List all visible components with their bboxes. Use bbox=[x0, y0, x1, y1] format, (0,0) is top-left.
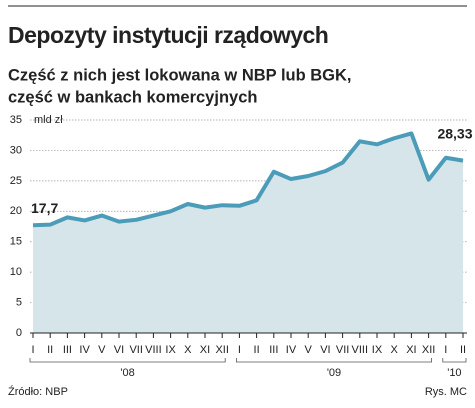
x-tick-label: VI bbox=[114, 344, 124, 356]
y-tick-label: 0 bbox=[16, 327, 22, 339]
x-tick-label: I bbox=[238, 344, 241, 356]
x-tick-label: X bbox=[184, 344, 192, 356]
x-tick-label: IV bbox=[286, 344, 297, 356]
y-tick-label: 15 bbox=[10, 236, 22, 248]
y-tick-label: 25 bbox=[10, 175, 22, 187]
subtitle: część w bankach komercyjnych bbox=[8, 88, 257, 106]
x-tick-label: VII bbox=[336, 344, 349, 356]
year-label: '09 bbox=[327, 367, 341, 379]
year-label: '10 bbox=[447, 367, 461, 379]
x-tick-label: III bbox=[269, 344, 278, 356]
x-tick-label: XI bbox=[200, 344, 210, 356]
x-tick-label: X bbox=[391, 344, 399, 356]
x-tick-label: VI bbox=[320, 344, 330, 356]
value-label: 17,7 bbox=[31, 200, 58, 216]
source: Źródło: NBP bbox=[8, 385, 68, 398]
x-tick-label: II bbox=[47, 344, 53, 356]
value-label: 28,33 bbox=[437, 125, 472, 141]
x-tick-label: VII bbox=[129, 344, 142, 356]
x-tick-label: IV bbox=[79, 344, 90, 356]
y-tick-label: 20 bbox=[10, 205, 22, 217]
x-tick-label: VIII bbox=[145, 344, 162, 356]
year-bracket bbox=[442, 358, 467, 363]
subtitle: Część z nich jest lokowana w NBP lub BGK… bbox=[8, 66, 352, 84]
x-tick-label: II bbox=[254, 344, 260, 356]
x-tick-label: IX bbox=[165, 344, 176, 356]
x-tick-label: I bbox=[31, 344, 34, 356]
y-tick-label: 30 bbox=[10, 144, 22, 156]
line bbox=[32, 131, 464, 228]
year-label: '08 bbox=[120, 367, 134, 379]
credit: Rys. MC bbox=[425, 386, 467, 398]
x-tick-label: XII bbox=[422, 344, 435, 356]
year-bracket bbox=[29, 358, 226, 363]
x-tick-label: VIII bbox=[352, 344, 369, 356]
x-tick-label: I bbox=[444, 344, 447, 356]
x-tick-label: III bbox=[63, 344, 72, 356]
x-tick-label: XII bbox=[215, 344, 228, 356]
x-tick-label: V bbox=[98, 344, 106, 356]
x-tick-label: II bbox=[460, 344, 466, 356]
y-tick-label: 35 bbox=[10, 114, 22, 126]
area bbox=[33, 133, 463, 333]
y-tick-label: 5 bbox=[16, 296, 22, 308]
x-tick-label: IX bbox=[372, 344, 383, 356]
y-tick-label: 10 bbox=[10, 266, 22, 278]
x-tick-label: V bbox=[305, 344, 313, 356]
chart-title: Depozyty instytucji rządowych bbox=[8, 22, 328, 48]
year-bracket bbox=[236, 358, 432, 363]
x-tick-label: XI bbox=[406, 344, 416, 356]
